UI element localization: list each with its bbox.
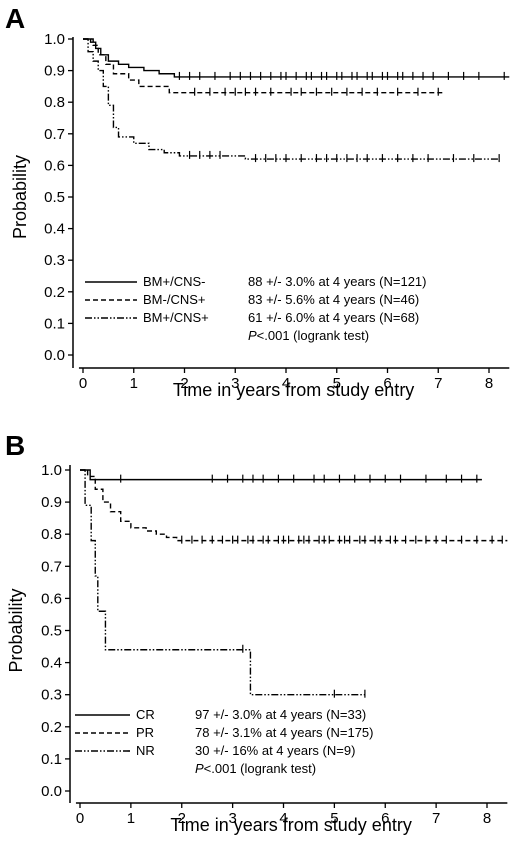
- km-curve-bm-cns-: [83, 38, 510, 78]
- x-tick-label: 0: [79, 375, 87, 392]
- y-tick-label: 0.7: [41, 558, 62, 575]
- x-tick-label: 5: [333, 375, 341, 392]
- legend-label: BM+/CNS+: [143, 310, 209, 325]
- x-tick-label: 3: [228, 810, 236, 827]
- x-tick-label: 8: [483, 810, 491, 827]
- y-tick-label: 0.9: [41, 494, 62, 511]
- y-tick-label: 0.3: [44, 252, 65, 269]
- km-curve-nr: [80, 469, 365, 696]
- y-tick-label: 1.0: [41, 462, 62, 479]
- y-tick-label: 0.0: [44, 347, 65, 364]
- chart-panel-A: A 0.0 0.1 0.2 0.3 0.4 0.5 0.6 0.7 0.8 0.9 1.0 0 1 2 3 4 5…: [5, 3, 510, 400]
- legend-label: BM-/CNS+: [143, 292, 205, 307]
- panel-label: A: [5, 3, 25, 34]
- x-tick-label: 1: [127, 810, 135, 827]
- x-tick-label: 7: [434, 375, 442, 392]
- x-tick-label: 4: [279, 810, 287, 827]
- x-tick-label: 7: [432, 810, 440, 827]
- x-tick-label: 6: [381, 810, 389, 827]
- y-tick-label: 0.3: [41, 687, 62, 704]
- legend-label: CR: [136, 707, 155, 722]
- km-curve-pr: [80, 469, 508, 542]
- logrank-test-text: P<.001 (logrank test): [195, 761, 316, 776]
- y-tick-label: 0.6: [41, 590, 62, 607]
- y-tick-label: 0.8: [41, 526, 62, 543]
- legend-stat: 88 +/- 3.0% at 4 years (N=121): [248, 274, 426, 289]
- x-tick-label: 6: [383, 375, 391, 392]
- x-tick-label: 0: [76, 810, 84, 827]
- y-tick-label: 0.5: [44, 189, 65, 206]
- legend-label: PR: [136, 725, 154, 740]
- x-tick-label: 2: [178, 810, 186, 827]
- x-tick-label: 1: [130, 375, 138, 392]
- legend-label: BM+/CNS-: [143, 274, 205, 289]
- y-tick-label: 0.2: [44, 284, 65, 301]
- x-axis-label: Time in years from study entry: [170, 815, 411, 835]
- km-curve-bm-cns-: [83, 38, 444, 94]
- chart-panel-B: B 0.0 0.1 0.2 0.3 0.4 0.5 0.6 0.7 0.8 0.9 1.0 0 1 2 3 4 5…: [5, 430, 508, 835]
- km-curve-cr: [80, 469, 482, 481]
- legend-stat: 61 +/- 6.0% at 4 years (N=68): [248, 310, 419, 325]
- y-tick-label: 0.7: [44, 126, 65, 143]
- legend-stat: 30 +/- 16% at 4 years (N=9): [195, 743, 355, 758]
- legend-stat: 97 +/- 3.0% at 4 years (N=33): [195, 707, 366, 722]
- km-curve-bm-cns-: [83, 38, 500, 160]
- y-tick-label: 0.4: [41, 655, 62, 672]
- y-tick-label: 0.0: [41, 783, 62, 800]
- legend-stat: 83 +/- 5.6% at 4 years (N=46): [248, 292, 419, 307]
- y-tick-label: 0.5: [41, 623, 62, 640]
- legend-stat: 78 +/- 3.1% at 4 years (N=175): [195, 725, 373, 740]
- y-tick-label: 0.2: [41, 719, 62, 736]
- panel-label: B: [5, 430, 25, 461]
- x-tick-label: 3: [231, 375, 239, 392]
- logrank-test-text: P<.001 (logrank test): [248, 328, 369, 343]
- y-tick-label: 0.6: [44, 157, 65, 174]
- y-tick-label: 0.9: [44, 63, 65, 80]
- y-tick-label: 0.8: [44, 94, 65, 111]
- x-tick-label: 8: [485, 375, 493, 392]
- legend-label: NR: [136, 743, 155, 758]
- y-tick-label: 0.4: [44, 221, 65, 238]
- x-axis-label: Time in years from study entry: [173, 380, 414, 400]
- y-tick-label: 0.1: [44, 315, 65, 332]
- x-tick-label: 4: [282, 375, 290, 392]
- y-axis-label: Probability: [10, 155, 30, 239]
- y-tick-label: 1.0: [44, 31, 65, 48]
- y-tick-label: 0.1: [41, 751, 62, 768]
- x-tick-label: 2: [180, 375, 188, 392]
- x-tick-label: 5: [330, 810, 338, 827]
- y-axis-label: Probability: [6, 588, 26, 672]
